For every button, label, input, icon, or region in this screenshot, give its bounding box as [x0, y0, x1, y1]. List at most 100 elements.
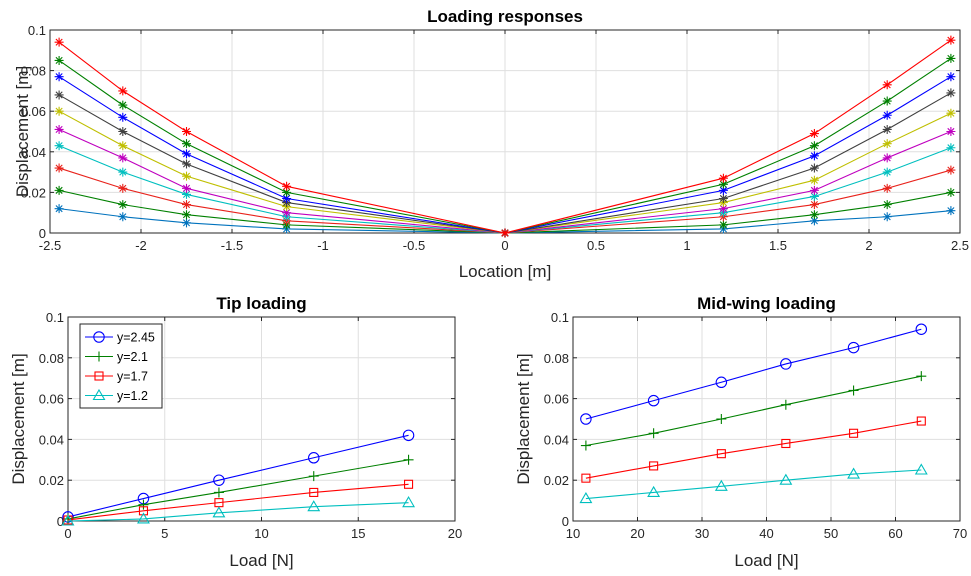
data-point — [648, 428, 659, 439]
data-point — [308, 471, 319, 482]
data-point — [118, 141, 128, 151]
data-point — [916, 371, 927, 382]
data-point — [182, 127, 191, 136]
legend-entry: y=1.7 — [85, 370, 148, 384]
legend-label: y=2.1 — [117, 350, 148, 364]
legend-label: y=1.2 — [117, 389, 148, 403]
data-point — [809, 216, 819, 226]
series-4 — [579, 463, 928, 504]
data-point — [118, 212, 128, 222]
data-point — [809, 141, 819, 151]
data-point — [946, 143, 956, 153]
data-point — [54, 163, 64, 173]
data-point — [182, 200, 191, 210]
data-point — [213, 487, 224, 498]
data-point — [882, 124, 892, 134]
data-point — [118, 112, 128, 122]
data-point — [182, 183, 191, 193]
series-line — [67, 483, 409, 521]
x-tick-label: 60 — [888, 526, 902, 541]
legend-label: y=1.7 — [117, 370, 148, 384]
data-point — [946, 88, 956, 98]
data-point — [307, 452, 320, 464]
y-tick-label: 0 — [57, 514, 64, 529]
data-point — [882, 96, 892, 106]
data-point — [54, 90, 64, 100]
x-tick-label: -1 — [317, 238, 329, 253]
chart-title: Loading responses — [427, 7, 583, 26]
y-tick-label: 0.08 — [544, 351, 569, 366]
data-point — [138, 499, 149, 510]
series-line — [585, 328, 922, 420]
legend-marker — [93, 331, 105, 343]
data-point — [716, 449, 726, 459]
y-tick-label: 0.1 — [46, 310, 64, 325]
x-axis-label: Load [N] — [734, 551, 798, 570]
series-4 — [61, 496, 416, 526]
series-line — [67, 502, 409, 522]
data-point — [182, 159, 191, 169]
y-tick-label: 0 — [562, 514, 569, 529]
data-point — [915, 323, 928, 335]
axes-box — [572, 316, 961, 522]
x-tick-label: -2 — [135, 238, 147, 253]
data-point — [54, 204, 64, 214]
y-tick-label: 0.04 — [39, 432, 64, 447]
data-point — [402, 429, 415, 442]
y-tick-label: 0.02 — [39, 473, 64, 488]
data-point — [403, 454, 414, 465]
data-point — [946, 108, 956, 118]
data-point — [809, 163, 819, 173]
chart-tip: 0 5 10 15 20 0 0.02 0.04 0.06 0.08 0.1 Tip loading L… — [9, 294, 462, 570]
data-point — [182, 139, 191, 149]
data-point — [809, 151, 819, 161]
data-point — [282, 193, 292, 203]
x-tick-label: -0.5 — [403, 238, 425, 253]
data-point — [809, 129, 819, 139]
data-point — [182, 189, 191, 199]
y-axis-label: Displacement [m] — [9, 353, 28, 484]
x-tick-label: 2 — [865, 238, 872, 253]
legend-box — [79, 323, 163, 409]
data-point — [849, 428, 859, 438]
data-point — [118, 100, 128, 110]
data-point — [809, 191, 819, 201]
x-tick-label: 2.5 — [951, 238, 969, 253]
series-3 — [63, 479, 414, 525]
data-point — [882, 139, 892, 149]
data-point — [946, 127, 956, 136]
y-tick-label: 0.06 — [544, 392, 569, 407]
data-point — [54, 185, 64, 195]
data-point — [647, 394, 660, 407]
x-tick-label: 10 — [566, 526, 580, 541]
data-point — [212, 506, 226, 518]
series-2 — [63, 454, 414, 524]
y-tick-label: 0 — [39, 226, 46, 241]
data-point — [946, 35, 956, 45]
data-point — [716, 414, 727, 424]
data-point — [779, 473, 793, 485]
series-line — [585, 420, 922, 479]
data-point — [118, 167, 128, 177]
series-3 — [581, 416, 926, 483]
series-line — [67, 434, 409, 518]
data-point — [780, 399, 791, 410]
data-point — [182, 218, 191, 228]
data-point — [118, 127, 128, 136]
axes-box — [67, 316, 456, 522]
data-point — [718, 193, 728, 203]
x-tick-label: 1 — [683, 238, 690, 253]
chart-title: Mid-wing loading — [697, 294, 836, 313]
x-tick-label: 70 — [953, 526, 967, 541]
data-point — [914, 463, 928, 475]
data-point — [500, 228, 510, 238]
data-point — [847, 341, 860, 354]
data-point — [118, 153, 128, 163]
data-point — [916, 416, 926, 426]
data-point — [282, 187, 292, 197]
data-point — [137, 512, 150, 524]
data-point — [54, 72, 64, 82]
data-point — [809, 200, 819, 210]
chart-title: Tip loading — [216, 294, 306, 313]
data-point — [946, 72, 956, 82]
